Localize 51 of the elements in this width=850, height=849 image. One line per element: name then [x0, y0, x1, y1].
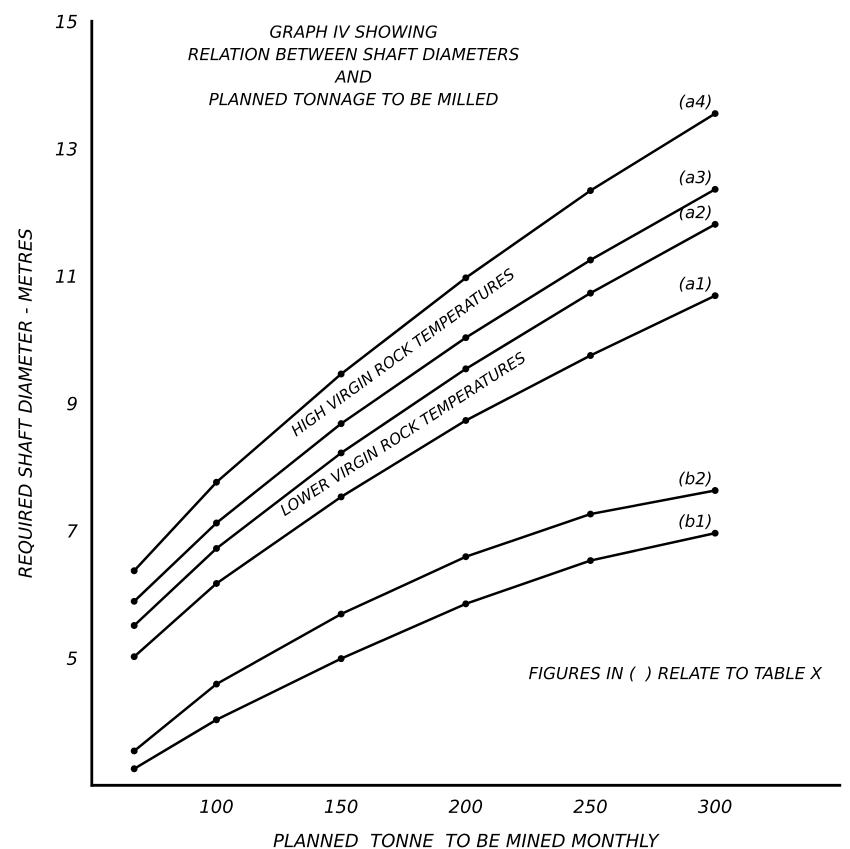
y-tick-label: 13 [56, 142, 77, 156]
point [712, 530, 719, 537]
point [586, 187, 594, 194]
point [130, 653, 138, 660]
point [586, 557, 594, 564]
point [712, 220, 719, 228]
point [212, 544, 220, 552]
point [586, 352, 594, 359]
x-tick-label: 300 [698, 800, 732, 814]
y-tick-label: 11 [56, 270, 76, 283]
series-label: (b2) [679, 472, 711, 486]
point [130, 747, 138, 754]
point [586, 510, 594, 518]
point [586, 256, 594, 264]
point [338, 610, 345, 618]
point [462, 553, 470, 560]
point [212, 478, 220, 486]
series-label: (b1) [679, 514, 711, 530]
point [212, 520, 220, 526]
text: GRAPH IV SHOWING RELATION BETWEEN SHAFT DIAMETERS AND PLANNED TONNAGE TO BE MILLED [188, 25, 519, 106]
series-label: (a3) [680, 170, 711, 186]
point [338, 655, 345, 662]
x-tick-label: 100 [200, 800, 233, 814]
annotation: FIGURES IN ( ) RELATE TO TABLE X [528, 666, 822, 682]
x-tick-label: 200 [448, 800, 482, 814]
point [462, 600, 470, 608]
series-label: (a4) [680, 94, 711, 110]
point [712, 292, 719, 300]
point [712, 110, 719, 118]
point [130, 765, 138, 772]
series-label: (a1) [680, 276, 711, 292]
point [130, 622, 138, 629]
y-tick-label: 9 [67, 396, 77, 410]
point [212, 680, 220, 688]
x-axis-title: PLANNED TONNE TO BE MINED MONTHLY [274, 834, 660, 848]
y-tick-label: 5 [66, 652, 77, 666]
y-tick-label: 7 [68, 524, 78, 538]
x-tick-label: 150 [324, 800, 358, 814]
y-axis-title: REQUIRED SHAFT DIAMETER - METRES [18, 228, 34, 578]
point [130, 598, 138, 605]
point [212, 716, 220, 724]
point [712, 487, 719, 494]
point [212, 580, 220, 587]
point [338, 420, 345, 428]
point [712, 186, 719, 193]
point [338, 493, 345, 500]
x-tick-label: 250 [573, 800, 607, 814]
y-tick-label: 15 [56, 14, 77, 28]
point [130, 567, 138, 574]
series-label: (a2) [680, 205, 711, 220]
point [586, 290, 594, 297]
